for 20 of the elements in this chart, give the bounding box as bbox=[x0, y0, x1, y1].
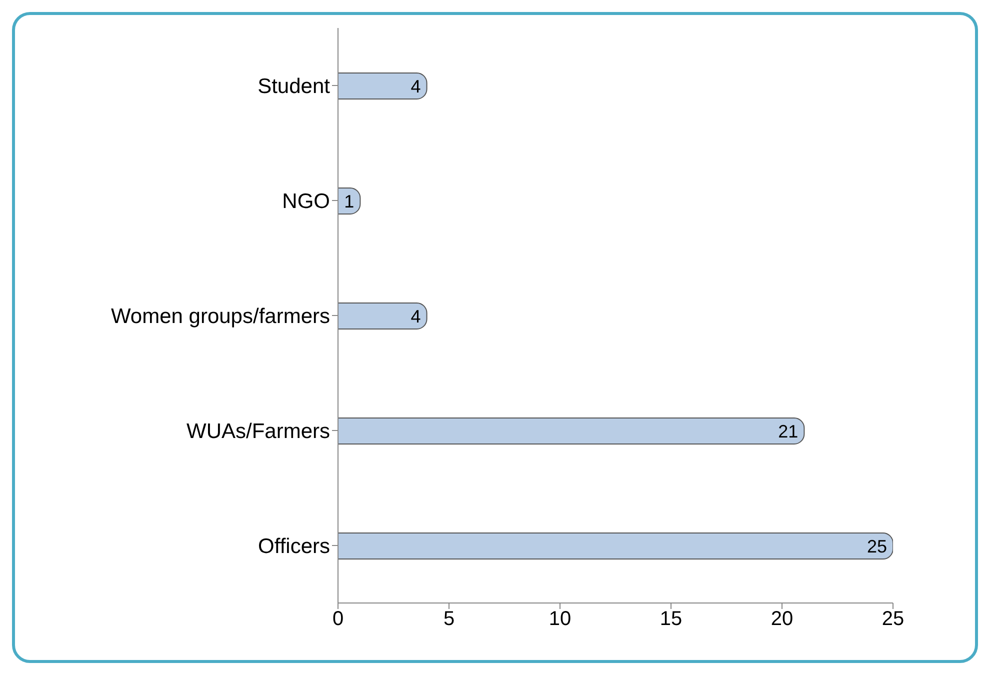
bar bbox=[338, 72, 428, 100]
bar bbox=[338, 532, 893, 560]
data-label: 1 bbox=[344, 191, 354, 212]
data-label: 21 bbox=[778, 421, 798, 442]
y-tick-label: NGO bbox=[282, 190, 330, 213]
y-tick-label: Officers bbox=[258, 534, 330, 558]
x-tick-label: 0 bbox=[332, 608, 344, 630]
data-label: 4 bbox=[410, 76, 421, 96]
y-tick-label: WUAs/Farmers bbox=[186, 420, 330, 443]
x-tick-label: 25 bbox=[882, 608, 904, 630]
x-tick-label: 5 bbox=[443, 608, 455, 630]
x-tick-label: 10 bbox=[548, 608, 572, 630]
data-label: 25 bbox=[866, 536, 887, 556]
data-label: 4 bbox=[410, 306, 421, 326]
bar bbox=[338, 302, 428, 330]
x-tick-label: 15 bbox=[660, 608, 682, 630]
bar bbox=[338, 418, 805, 444]
y-tick-label: Student bbox=[258, 74, 330, 98]
x-tick-label: 20 bbox=[770, 608, 794, 630]
y-tick-label: Women groups/farmers bbox=[110, 304, 330, 328]
